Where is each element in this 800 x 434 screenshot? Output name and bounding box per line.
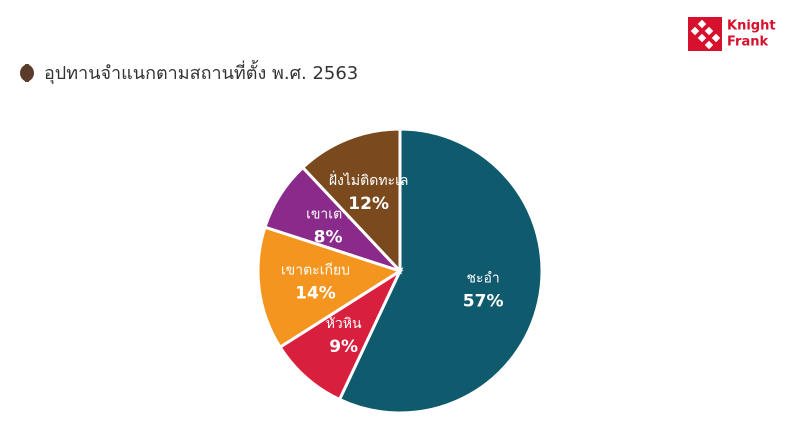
title-icon [25, 64, 34, 82]
value-label: 8% [314, 227, 343, 247]
slice-label: เขาตะเกียบ [281, 263, 350, 279]
value-label: 14% [295, 284, 336, 304]
slice-label: หัวหิน [326, 316, 362, 332]
logo: Knight Frank [688, 17, 776, 51]
logo-text: Frank [727, 35, 768, 50]
logo-text: Knight [727, 19, 776, 34]
value-label: 57% [463, 292, 504, 312]
slice-label: ฝั่งไม่ติดทะเล [329, 171, 409, 189]
value-label: 9% [329, 337, 358, 357]
value-label: 12% [348, 194, 389, 214]
pie-slice [256, 225, 404, 350]
pie-slice [278, 266, 404, 402]
slice-label: ชะอำ [466, 271, 499, 287]
chart-title: อุปทานจำแนกตามสถานที่ตั้ง พ.ศ. 2563 [44, 60, 358, 84]
pie-slice [337, 127, 544, 415]
pie-slice [300, 127, 402, 275]
logo-box [688, 17, 722, 51]
slice-label: เขาเต่า [306, 206, 350, 222]
